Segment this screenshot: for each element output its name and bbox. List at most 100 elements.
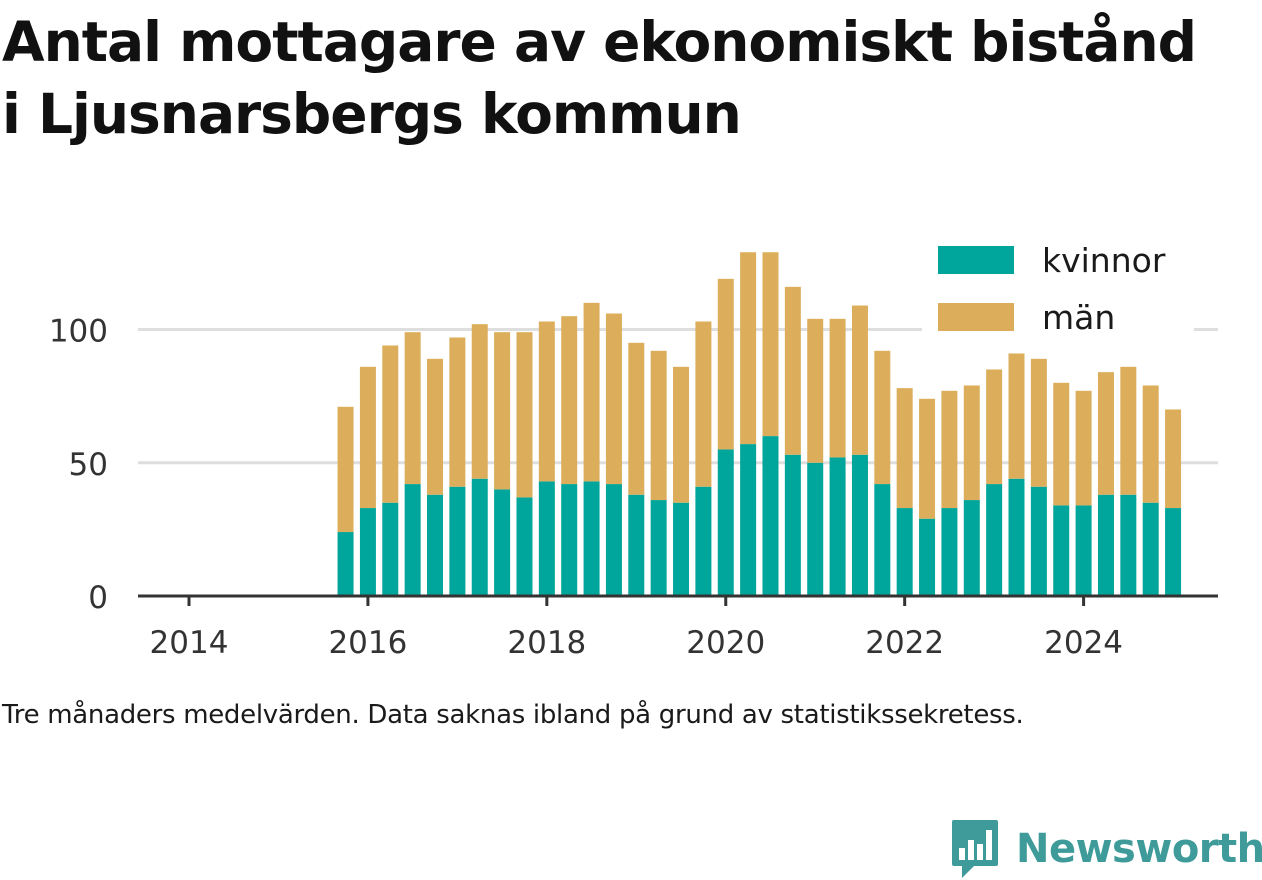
bar-kvinnor [986,484,1003,596]
legend-swatch [938,246,1014,274]
bar-kvinnor [449,486,466,596]
bar-man [561,316,578,485]
legend-swatch [938,303,1014,331]
x-tick-label: 2018 [507,625,586,661]
bar-kvinnor [1165,508,1182,596]
bar-man [896,388,913,509]
bar-man [1142,385,1159,503]
bar-man [919,398,936,519]
bar-kvinnor [494,489,511,596]
bar-kvinnor [762,436,779,596]
bar-kvinnor [851,454,868,596]
bar-man [807,318,824,463]
bar-kvinnor [1030,486,1047,596]
bar-man [740,252,757,445]
chart-footnote: Tre månaders medelvärden. Data saknas ib… [2,700,1024,730]
bar-kvinnor [1097,494,1114,596]
bar-kvinnor [784,454,801,596]
bar-man [471,324,488,479]
bar-man [1097,372,1114,495]
bar-kvinnor [1008,478,1025,596]
bar-man [605,313,622,485]
bar-kvinnor [1120,494,1137,596]
bar-kvinnor [538,481,555,596]
bar-kvinnor [919,518,936,596]
bar-kvinnor [740,444,757,596]
bar-kvinnor [695,486,712,596]
bar-kvinnor [650,500,667,596]
bar-kvinnor [561,484,578,596]
bar-man [673,366,690,503]
bar-kvinnor [963,500,980,596]
bar-man [1165,409,1182,509]
bar-man [695,321,712,487]
bar-man [1075,390,1092,506]
y-tick-label: 50 [69,447,108,483]
chart-title-line-2: i Ljusnarsbergs kommun [2,82,742,146]
bar-man [404,332,421,485]
bar-kvinnor [1053,505,1070,596]
bar-kvinnor [628,494,645,596]
y-tick-label: 0 [88,580,108,616]
bar-man [717,278,734,450]
bar-man [427,358,444,495]
bar-man [516,332,533,498]
bar-man [449,337,466,487]
bar-kvinnor [359,508,376,596]
x-tick-label: 2014 [150,625,229,661]
x-tick-label: 2022 [865,625,944,661]
bar-kvinnor [874,484,891,596]
brand-name: Newsworthy [1016,826,1262,872]
bar-kvinnor [516,497,533,596]
bar-man [1053,382,1070,506]
bars [337,252,1182,596]
chart-title: Antal mottagare av ekonomiskt bistånd i … [2,6,1260,150]
x-tick-label: 2016 [328,625,407,661]
bar-kvinnor [404,484,421,596]
bar-man [382,345,399,503]
bar-kvinnor [382,502,399,596]
bar-man [494,332,511,490]
bar-kvinnor [471,478,488,596]
x-tick-label: 2024 [1044,625,1123,661]
legend-label: män [1042,298,1115,337]
bar-man [941,390,958,509]
bar-kvinnor [337,532,354,596]
bar-man [874,350,891,485]
chart-title-line-1: Antal mottagare av ekonomiskt bistånd [2,10,1197,74]
stacked-bar-chart: 2014 2016 2018 2020 2022 2024 0 50 100 kvinnor m… [48,228,1218,661]
bar-kvinnor [829,457,846,596]
bar-kvinnor [605,484,622,596]
bar-kvinnor [807,462,824,596]
bar-man [762,252,779,437]
bar-man [359,366,376,509]
x-axis: 2014 2016 2018 2020 2022 2024 [138,594,1218,661]
bar-kvinnor [427,494,444,596]
bar-man [628,342,645,495]
bar-kvinnor [717,449,734,596]
x-tick-label: 2020 [686,625,765,661]
bar-man [650,350,667,501]
y-axis: 0 50 100 [49,314,108,617]
bar-kvinnor [673,502,690,596]
bar-man [963,385,980,501]
y-tick-label: 100 [49,314,108,350]
newsworthy-logo-icon [952,820,998,878]
bar-kvinnor [1075,505,1092,596]
bar-man [829,318,846,458]
bar-kvinnor [941,508,958,596]
bar-man [337,406,354,533]
bar-man [583,302,600,482]
bar-kvinnor [896,508,913,596]
bar-man [1008,353,1025,479]
bar-man [986,369,1003,485]
bar-kvinnor [1142,502,1159,596]
bar-man [1030,358,1047,487]
bar-kvinnor [583,481,600,596]
legend-label: kvinnor [1042,241,1166,280]
bar-man [784,286,801,455]
brand-logo: Newsworthy [950,818,1262,880]
bar-man [1120,366,1137,495]
legend: kvinnor män [922,228,1194,340]
bar-man [538,321,555,482]
